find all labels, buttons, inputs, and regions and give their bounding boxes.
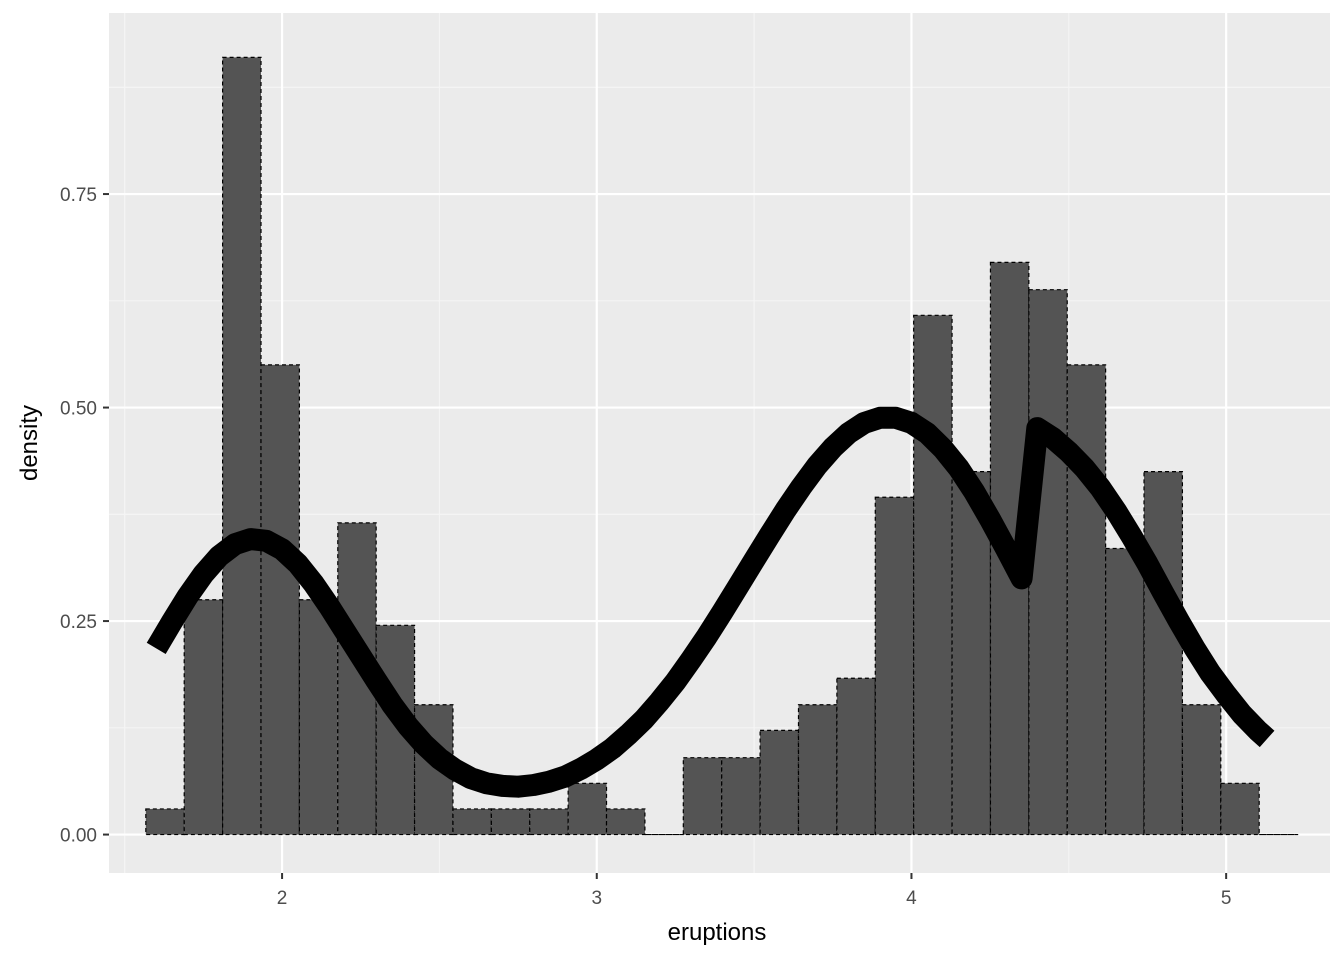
- histogram-bar: [759, 729, 800, 836]
- x-axis: 2 3 4 5: [277, 873, 1232, 909]
- density-curve: [146, 406, 1275, 798]
- histogram-bar: [721, 757, 761, 836]
- x-tick-label: 3: [591, 888, 602, 909]
- histogram-bar: [1105, 547, 1145, 836]
- histogram-bar: [605, 808, 646, 836]
- histogram-bar: [529, 808, 569, 836]
- histogram-bar: [874, 496, 915, 836]
- x-tick-label: 5: [1221, 888, 1232, 909]
- y-tick-label: 0.50: [60, 399, 97, 420]
- histogram-bars: [145, 56, 1299, 836]
- histogram-bar: [260, 364, 300, 836]
- histogram-bar: [145, 808, 185, 836]
- histogram-bar: [298, 599, 339, 836]
- histogram-bar: [1143, 471, 1184, 836]
- x-axis-title: eruptions: [668, 919, 767, 946]
- histogram-bar: [183, 599, 224, 836]
- y-tick-label: 0.75: [60, 185, 97, 206]
- histogram-bar: [797, 704, 838, 836]
- histogram-bar: [1220, 782, 1260, 836]
- histogram-bar: [1066, 364, 1107, 836]
- x-tick-label: 4: [906, 888, 917, 909]
- histogram-bar: [913, 314, 953, 836]
- histogram-bar: [452, 808, 492, 836]
- y-tick-label: 0.00: [60, 826, 97, 847]
- histogram-bar: [836, 677, 876, 836]
- histogram-bar: [1181, 704, 1222, 836]
- x-tick-label: 2: [277, 888, 288, 909]
- histogram-bar: [567, 782, 608, 836]
- y-tick-label: 0.25: [60, 612, 97, 633]
- histogram-bar: [951, 471, 992, 836]
- y-axis-title: density: [16, 405, 43, 481]
- histogram-bar: [222, 56, 262, 836]
- histogram-bar: [682, 757, 723, 836]
- histogram-bar: [1028, 289, 1068, 836]
- y-axis: 0.00 0.25 0.50 0.75: [60, 185, 109, 847]
- histogram-bar: [490, 808, 531, 836]
